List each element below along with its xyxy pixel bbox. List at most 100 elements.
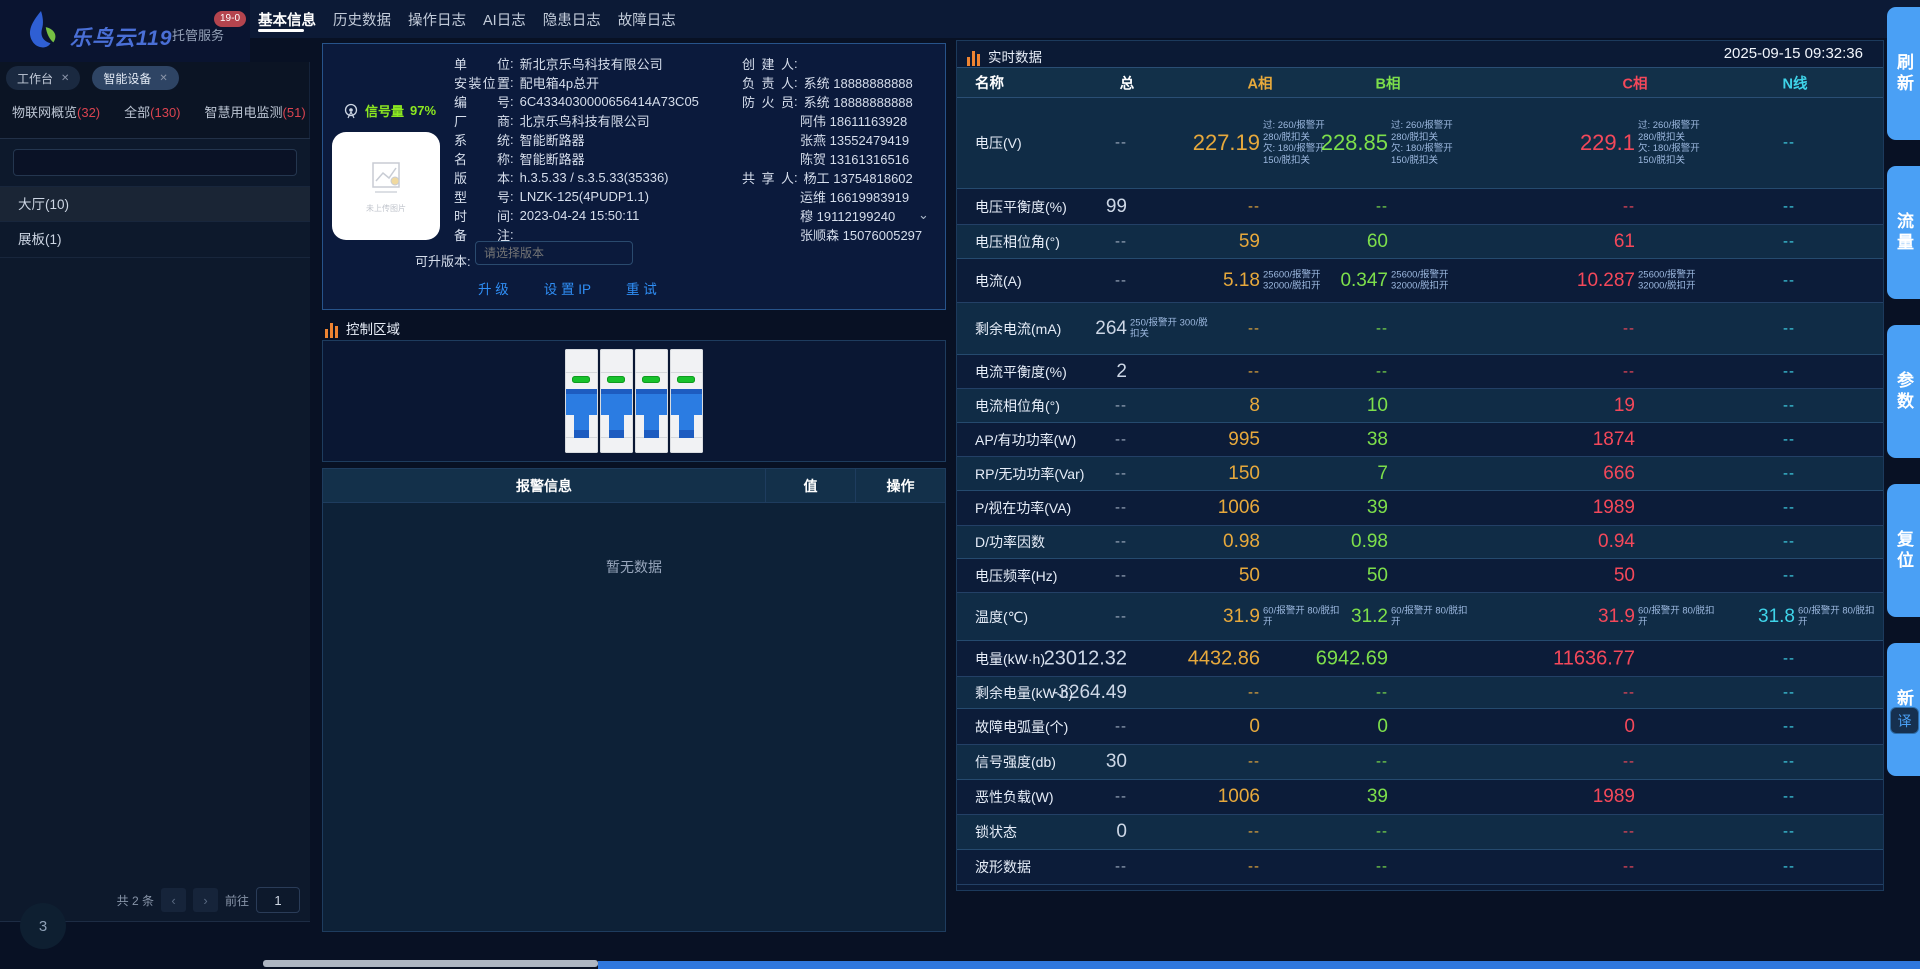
workspace-tag[interactable]: 工作台 ✕	[6, 66, 81, 90]
rt-value-wrap: 1006	[1218, 786, 1260, 808]
alarm-table: 报警信息值 操作 暂无数据	[322, 468, 946, 932]
rt-value-wrap: 59	[1239, 231, 1260, 253]
rt-threshold-line: 150/脱扣关	[1391, 154, 1438, 166]
side-button-刷新[interactable]: 刷新	[1887, 7, 1920, 140]
side-button-参数[interactable]: 参数	[1887, 325, 1920, 458]
rt-value-wrap: 50	[1614, 565, 1635, 587]
rt-cell: --	[1700, 303, 1883, 354]
rt-value: 61	[1613, 230, 1635, 252]
field-label: 厂商	[454, 114, 510, 129]
tab-操作日志[interactable]: 操作日志	[408, 12, 466, 29]
rt-threshold-annotation: 250/报警开 300/脱 扣关	[1130, 317, 1208, 340]
field-colon: :	[510, 151, 514, 166]
rt-value-wrap: --	[1115, 567, 1127, 585]
version-select[interactable]	[475, 241, 633, 265]
rt-value-wrap: 227.19 过: 260/报警开 280/脱扣关 欠: 180/报警开 150/脱扣关	[1193, 120, 1325, 166]
action-升级[interactable]: 升 级	[478, 282, 509, 297]
rt-value-wrap: 0.94	[1598, 531, 1635, 553]
rt-value-wrap: 6942.69	[1316, 647, 1388, 670]
rt-value: --	[1115, 271, 1127, 289]
rt-cell: 31.9 60/报警开 80/脱扣开	[1197, 593, 1340, 640]
list-item[interactable]: 大厅(10)	[0, 186, 310, 222]
device-field-row: 备注:	[454, 225, 699, 244]
side-button-流量[interactable]: 流量	[1887, 166, 1920, 299]
rt-value: --	[1248, 362, 1260, 380]
next-page-button[interactable]: ›	[192, 888, 218, 912]
side-button-复位[interactable]: 复位	[1887, 484, 1920, 617]
chevron-down-icon[interactable]: ⌄	[918, 207, 929, 222]
rt-threshold-line: 280/脱扣关	[1263, 131, 1310, 143]
rt-cell: 2	[1107, 355, 1197, 388]
upgrade-actions: 升 级 设 置 IP 重 试	[478, 278, 657, 298]
filter-label: 物联网概览	[12, 105, 78, 120]
rt-threshold-line: 60/报警开 80/脱扣	[1638, 605, 1715, 616]
rt-cell: 10	[1322, 389, 1450, 422]
rt-value: 50	[1613, 564, 1635, 586]
translate-button[interactable]: 译	[1890, 707, 1919, 734]
list-item[interactable]: 展板(1)	[0, 222, 310, 258]
rt-cell: 31.2 60/报警开 80/脱扣开	[1322, 593, 1468, 640]
breaker-led	[677, 376, 695, 383]
no-image-text: 未上传图片	[366, 203, 406, 213]
field-label: 名称	[454, 152, 510, 167]
page-number-input[interactable]	[256, 887, 300, 913]
tab-AI日志[interactable]: AI日志	[483, 12, 526, 29]
rt-cell: --	[1700, 225, 1883, 258]
rt-cell: 39	[1322, 780, 1450, 814]
floating-count-badge[interactable]: 3	[20, 903, 66, 949]
circuit-breaker-image[interactable]	[565, 349, 703, 453]
rt-value: --	[1248, 319, 1260, 337]
field-colon: :	[510, 113, 514, 128]
rt-cell: --	[1700, 780, 1883, 814]
rt-threshold-annotation: 25600/报警开 32000/脱扣开	[1638, 269, 1696, 292]
contact-row: 张燕 13552479419	[742, 130, 942, 149]
rt-cell: 39	[1322, 491, 1450, 525]
tab-故障日志[interactable]: 故障日志	[617, 12, 676, 29]
tab-历史数据[interactable]: 历史数据	[333, 12, 391, 29]
filter-智慧用电监测[interactable]: 智慧用电监测(51)	[205, 102, 306, 121]
rt-threshold-annotation: 60/报警开 80/脱扣开	[1391, 605, 1468, 628]
rt-row-电量(kW·h): 电量(kW·h) 23012.32 4432.86 6942.69 11636.77 --	[957, 641, 1883, 677]
rt-threshold-line: 过: 260/报警开	[1638, 120, 1700, 131]
rt-threshold-line: 欠: 180/报警开	[1391, 143, 1453, 154]
contact-value: 运维 16619983919	[800, 190, 910, 205]
rt-row-label: 电压相位角(°)	[975, 233, 1060, 250]
rt-value: 11636.77	[1553, 647, 1635, 669]
rt-cell: 228.85 过: 260/报警开 280/脱扣关 欠: 180/报警开 150/脱扣关	[1321, 98, 1453, 188]
tab-基本信息[interactable]: 基本信息	[258, 12, 316, 29]
rt-cell: 1989	[1450, 780, 1700, 814]
device-field-row: 系统: 智能断路器	[454, 130, 699, 149]
action-重试[interactable]: 重 试	[626, 282, 657, 297]
search-input[interactable]	[13, 149, 297, 176]
rt-cell: 0	[1322, 709, 1450, 744]
rt-cell: --	[1322, 815, 1450, 849]
device-field-row: 单位: 新北京乐鸟科技有限公司	[454, 54, 699, 73]
workspace-tags: 工作台 ✕ 智能设备 ✕	[6, 66, 179, 90]
rt-row-D/功率因数: D/功率因数 -- 0.98 0.98 0.94 --	[957, 526, 1883, 559]
action-设置IP[interactable]: 设 置 IP	[543, 282, 592, 297]
filter-全部[interactable]: 全部(130)	[124, 102, 180, 121]
tab-隐患日志[interactable]: 隐患日志	[542, 12, 601, 29]
bottom-scrollbar-thumb[interactable]	[263, 960, 598, 967]
rt-cell: 4432.86	[1188, 641, 1322, 676]
contact-value: 系统 18888888888	[803, 95, 913, 110]
rt-cell: --	[1450, 815, 1700, 849]
close-icon[interactable]: ✕	[159, 72, 168, 84]
rt-value: 0	[1249, 715, 1260, 737]
rt-value-wrap: --	[1115, 431, 1127, 449]
hosting-service-menu[interactable]: 托管服务	[172, 28, 225, 43]
close-icon[interactable]: ✕	[61, 72, 70, 84]
prev-page-button[interactable]: ‹	[160, 888, 186, 912]
rt-value: --	[1623, 823, 1635, 840]
workspace-tag[interactable]: 智能设备 ✕	[92, 66, 179, 90]
tag-label: 工作台	[17, 71, 54, 86]
field-value: 配电箱4p总开	[519, 76, 600, 91]
rt-col-label: B相	[1375, 76, 1401, 92]
rt-value: 50	[1366, 564, 1388, 586]
rt-threshold-annotation: 过: 260/报警开 280/脱扣关 欠: 180/报警开 150/脱扣关	[1638, 120, 1700, 166]
filter-count: (51)	[282, 105, 306, 120]
signal-icon	[344, 103, 358, 118]
filter-物联网概览[interactable]: 物联网概览(32)	[12, 102, 100, 121]
rt-value-wrap: 995	[1228, 429, 1260, 451]
rt-value: --	[1115, 499, 1127, 516]
